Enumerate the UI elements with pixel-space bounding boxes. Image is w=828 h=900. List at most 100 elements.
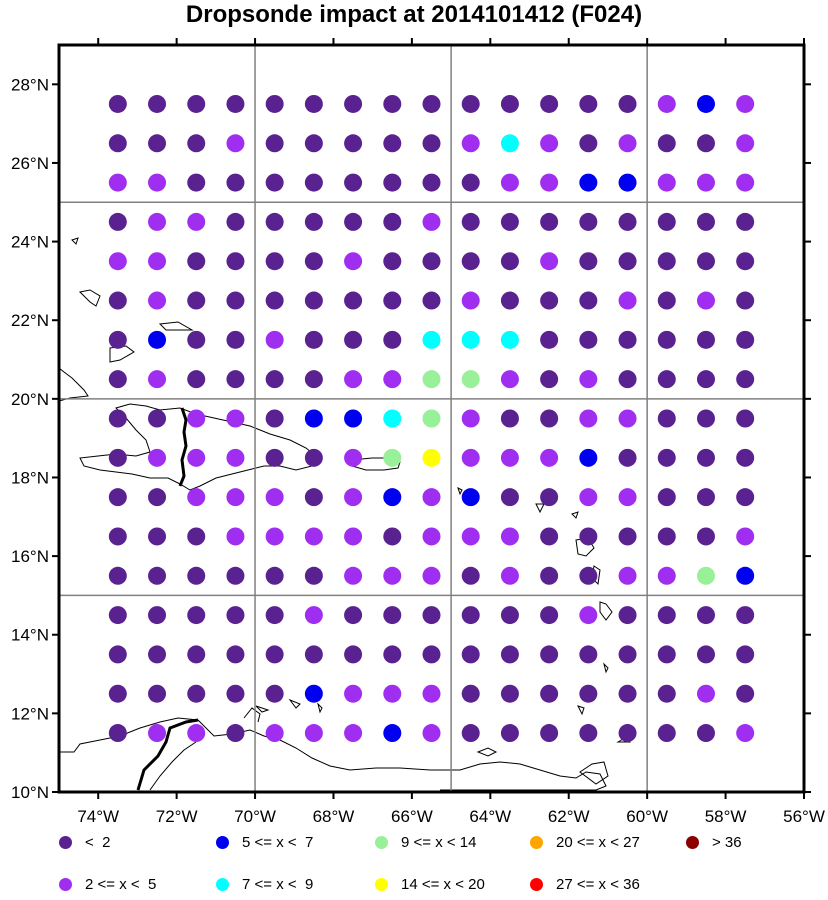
impact-point bbox=[383, 212, 402, 231]
impact-point bbox=[696, 330, 715, 349]
impact-point bbox=[108, 94, 127, 113]
impact-point bbox=[265, 527, 284, 546]
barbados-coastline bbox=[577, 705, 585, 716]
x-tick-label: 58°W bbox=[705, 807, 747, 826]
impact-point bbox=[304, 370, 323, 389]
impact-point bbox=[383, 370, 402, 389]
impact-point bbox=[461, 330, 480, 349]
impact-point bbox=[187, 724, 206, 743]
legend-swatch bbox=[375, 835, 388, 849]
impact-point bbox=[383, 291, 402, 310]
impact-point bbox=[500, 252, 519, 271]
impact-point bbox=[657, 488, 676, 507]
impact-point bbox=[148, 724, 167, 743]
impact-point bbox=[657, 370, 676, 389]
map-frame bbox=[57, 43, 806, 794]
legend-item: 14 <= x < 20 bbox=[375, 875, 485, 893]
impact-point bbox=[657, 330, 676, 349]
impact-point bbox=[657, 409, 676, 428]
impact-point bbox=[461, 94, 480, 113]
impact-point bbox=[540, 448, 559, 467]
impact-point bbox=[344, 134, 363, 153]
impact-point bbox=[148, 94, 167, 113]
impact-point bbox=[461, 488, 480, 507]
impact-point bbox=[187, 527, 206, 546]
impact-point bbox=[461, 370, 480, 389]
impact-point bbox=[422, 606, 441, 625]
impact-point bbox=[500, 448, 519, 467]
impact-point bbox=[383, 724, 402, 743]
impact-point bbox=[344, 724, 363, 743]
impact-point bbox=[461, 684, 480, 703]
y-tick-label: 16°N bbox=[11, 547, 49, 566]
impact-point bbox=[579, 134, 598, 153]
legend-label: 20 <= x < 27 bbox=[556, 833, 640, 851]
colombia-venezuela-border bbox=[136, 718, 199, 791]
impact-point bbox=[304, 488, 323, 507]
impact-point bbox=[344, 527, 363, 546]
impact-point bbox=[304, 173, 323, 192]
impact-point bbox=[579, 370, 598, 389]
impact-point bbox=[618, 645, 637, 664]
impact-point bbox=[657, 724, 676, 743]
impact-point bbox=[696, 684, 715, 703]
legend-swatch bbox=[216, 877, 229, 891]
impact-point bbox=[579, 409, 598, 428]
impact-point bbox=[226, 291, 245, 310]
y-tick-label: 20°N bbox=[11, 390, 49, 409]
impact-point bbox=[108, 645, 127, 664]
impact-point bbox=[383, 448, 402, 467]
impact-point bbox=[108, 448, 127, 467]
impact-point bbox=[148, 566, 167, 585]
impact-point bbox=[540, 370, 559, 389]
impact-point bbox=[148, 370, 167, 389]
impact-point bbox=[422, 645, 441, 664]
impact-point bbox=[696, 173, 715, 192]
impact-point bbox=[500, 724, 519, 743]
impact-point bbox=[187, 645, 206, 664]
impact-point bbox=[108, 134, 127, 153]
impact-point bbox=[461, 409, 480, 428]
impact-point bbox=[579, 488, 598, 507]
impact-point bbox=[265, 370, 284, 389]
impact-point bbox=[148, 134, 167, 153]
impact-point bbox=[344, 448, 363, 467]
impact-point bbox=[540, 330, 559, 349]
impact-point bbox=[736, 409, 755, 428]
lake-maracaibo bbox=[149, 741, 197, 791]
impact-point bbox=[500, 370, 519, 389]
impact-point bbox=[657, 173, 676, 192]
impact-point bbox=[461, 291, 480, 310]
impact-point bbox=[657, 645, 676, 664]
impact-point bbox=[422, 409, 441, 428]
impact-point bbox=[540, 724, 559, 743]
impact-point bbox=[500, 527, 519, 546]
impact-point bbox=[265, 134, 284, 153]
impact-point bbox=[148, 330, 167, 349]
impact-point bbox=[265, 684, 284, 703]
impact-point bbox=[344, 606, 363, 625]
y-tick-label: 12°N bbox=[11, 704, 49, 723]
impact-point bbox=[226, 330, 245, 349]
legend-label: 7 <= x < 9 bbox=[242, 875, 314, 893]
impact-point bbox=[736, 645, 755, 664]
impact-point bbox=[187, 330, 206, 349]
impact-point bbox=[344, 370, 363, 389]
impact-point bbox=[657, 252, 676, 271]
legend-item: 7 <= x < 9 bbox=[216, 875, 313, 893]
impact-point bbox=[540, 291, 559, 310]
axis-tick-labels: 74°W 72°W 70°W 68°W 66°W 64°W 62°W 60°W 58°W 56°W… bbox=[11, 75, 825, 826]
impact-point bbox=[187, 252, 206, 271]
impact-point bbox=[618, 527, 637, 546]
impact-point bbox=[422, 370, 441, 389]
impact-point bbox=[736, 212, 755, 231]
impact-point bbox=[736, 684, 755, 703]
impact-point bbox=[148, 684, 167, 703]
impact-point bbox=[344, 566, 363, 585]
impact-point bbox=[618, 724, 637, 743]
legend-item: > 36 bbox=[686, 833, 742, 851]
impact-point bbox=[696, 134, 715, 153]
impact-point bbox=[344, 212, 363, 231]
impact-point bbox=[696, 645, 715, 664]
y-tick-label: 28°N bbox=[11, 75, 49, 94]
